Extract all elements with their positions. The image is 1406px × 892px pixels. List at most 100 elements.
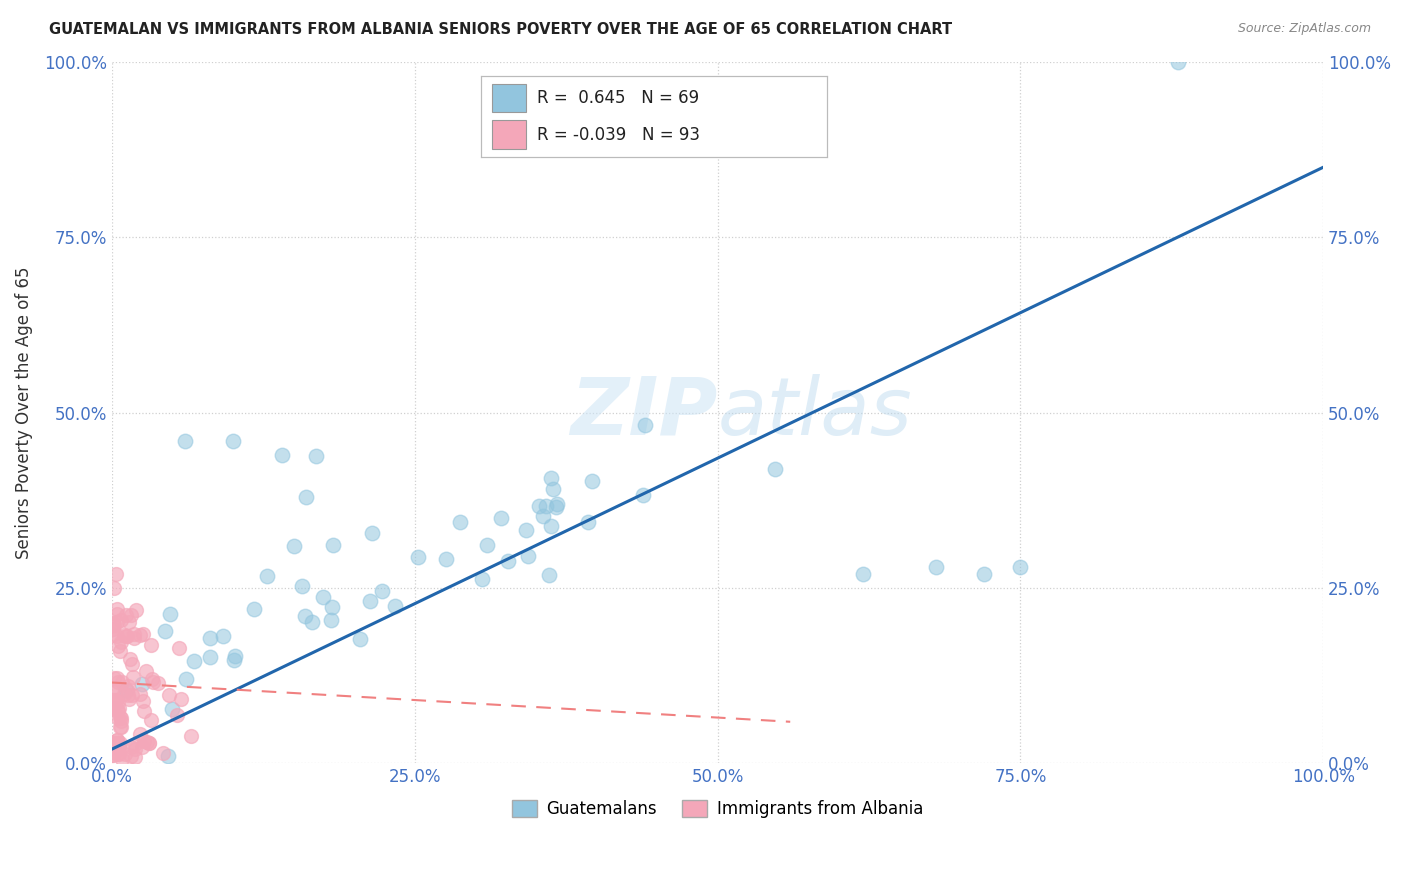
Point bbox=[162, 702, 184, 716]
Point bbox=[134, 704, 156, 718]
Point bbox=[517, 549, 540, 564]
Point bbox=[101, 747, 124, 762]
Point bbox=[546, 497, 568, 511]
Point bbox=[763, 462, 786, 476]
Point bbox=[349, 632, 371, 646]
Point bbox=[122, 631, 145, 645]
Point bbox=[305, 450, 328, 464]
Point bbox=[129, 687, 152, 701]
Text: Source: ZipAtlas.com: Source: ZipAtlas.com bbox=[1237, 22, 1371, 36]
Point bbox=[973, 566, 995, 581]
Point bbox=[107, 602, 129, 616]
Point bbox=[152, 746, 174, 760]
Point bbox=[117, 688, 139, 702]
Point bbox=[107, 695, 129, 709]
Point bbox=[108, 736, 131, 750]
Point bbox=[222, 434, 245, 448]
Point bbox=[103, 672, 125, 686]
Point bbox=[107, 739, 129, 753]
Point bbox=[108, 740, 131, 755]
Point bbox=[496, 554, 519, 568]
Point bbox=[115, 683, 138, 698]
Point bbox=[108, 644, 131, 658]
Point bbox=[136, 735, 159, 749]
Point bbox=[122, 627, 145, 641]
Point bbox=[107, 615, 129, 629]
Point bbox=[108, 701, 131, 715]
Point bbox=[1010, 559, 1032, 574]
Point bbox=[224, 648, 246, 663]
Point bbox=[180, 729, 202, 743]
Point bbox=[108, 710, 131, 724]
Point bbox=[141, 672, 163, 686]
Point bbox=[634, 417, 657, 432]
Legend: Guatemalans, Immigrants from Albania: Guatemalans, Immigrants from Albania bbox=[505, 793, 931, 825]
Point bbox=[114, 682, 136, 697]
Point bbox=[108, 720, 131, 734]
Point bbox=[105, 671, 128, 685]
Point bbox=[105, 693, 128, 707]
Point bbox=[101, 736, 124, 750]
Point bbox=[301, 615, 323, 630]
Point bbox=[107, 711, 129, 725]
Point bbox=[105, 733, 128, 747]
Point bbox=[107, 705, 129, 719]
Point bbox=[924, 559, 946, 574]
Point bbox=[129, 727, 152, 741]
Point bbox=[124, 742, 146, 756]
Point bbox=[120, 748, 142, 763]
Point bbox=[111, 751, 134, 765]
Point bbox=[101, 748, 124, 763]
Point bbox=[107, 639, 129, 653]
Point bbox=[131, 676, 153, 690]
Point bbox=[291, 579, 314, 593]
Point bbox=[117, 629, 139, 643]
Point bbox=[361, 526, 384, 541]
Point bbox=[270, 448, 292, 462]
Point bbox=[515, 523, 537, 537]
Point bbox=[112, 627, 135, 641]
Point bbox=[537, 568, 560, 582]
Point bbox=[138, 736, 160, 750]
Point bbox=[173, 434, 195, 448]
Point bbox=[294, 490, 316, 504]
Point bbox=[114, 747, 136, 761]
Point bbox=[122, 670, 145, 684]
Point bbox=[131, 739, 153, 754]
Point bbox=[159, 607, 181, 621]
Point bbox=[153, 624, 176, 639]
Point bbox=[283, 539, 305, 553]
Point bbox=[118, 691, 141, 706]
Point bbox=[157, 689, 180, 703]
Point bbox=[174, 673, 197, 687]
Text: GUATEMALAN VS IMMIGRANTS FROM ALBANIA SENIORS POVERTY OVER THE AGE OF 65 CORRELA: GUATEMALAN VS IMMIGRANTS FROM ALBANIA SE… bbox=[49, 22, 952, 37]
Point bbox=[359, 594, 381, 608]
Point bbox=[135, 664, 157, 678]
Point bbox=[541, 483, 564, 497]
Point bbox=[146, 675, 169, 690]
Point bbox=[121, 657, 143, 671]
Point bbox=[471, 572, 494, 586]
Point bbox=[118, 652, 141, 666]
Point bbox=[198, 650, 221, 665]
Point bbox=[118, 615, 141, 629]
Point bbox=[384, 599, 406, 614]
Point bbox=[101, 622, 124, 636]
Point bbox=[103, 697, 125, 711]
Point bbox=[101, 681, 124, 696]
Point bbox=[128, 628, 150, 642]
Point bbox=[103, 618, 125, 632]
Point bbox=[110, 634, 132, 648]
Point bbox=[170, 692, 193, 706]
Point bbox=[527, 499, 550, 513]
Point bbox=[105, 736, 128, 750]
Y-axis label: Seniors Poverty Over the Age of 65: Seniors Poverty Over the Age of 65 bbox=[15, 267, 32, 559]
Point bbox=[294, 609, 316, 624]
Point bbox=[141, 713, 163, 727]
Point bbox=[1167, 55, 1189, 70]
Point bbox=[322, 538, 344, 552]
Point bbox=[852, 566, 875, 581]
Point bbox=[120, 739, 142, 754]
Point bbox=[124, 749, 146, 764]
Point bbox=[111, 675, 134, 690]
